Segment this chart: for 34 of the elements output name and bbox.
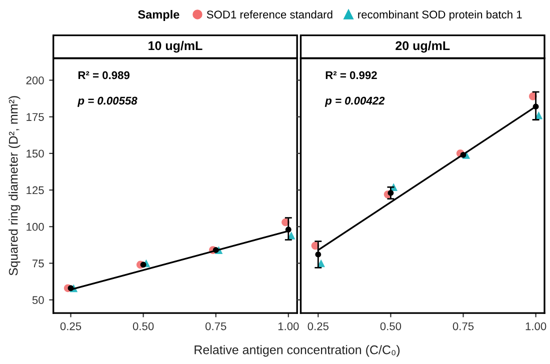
point (388, 190, 394, 196)
chart-title: 10 ug/mL (148, 40, 202, 53)
point (140, 262, 146, 268)
legend-title: Sample (138, 10, 180, 22)
legend-label: SOD1 reference standard (206, 10, 332, 18)
x-tick-label: 0.75 (452, 322, 474, 330)
y-tick-label: 100 (26, 222, 44, 231)
point (68, 285, 74, 292)
y-tick-label: 50 (32, 296, 44, 304)
x-axis-title: Relative antigen concentration (C/C₀) (194, 345, 400, 357)
annotation: p = 0.00422 (324, 96, 385, 107)
point (460, 152, 466, 158)
x-tick-label: 1.00 (526, 322, 546, 330)
y-tick-label: 75 (32, 260, 44, 268)
y-tick-label: 200 (26, 76, 44, 84)
legend-label: recombinant SOD protein batch 1 (358, 10, 522, 21)
x-tick-label: 0.50 (380, 322, 402, 330)
annotation: R² = 0.989 (78, 71, 130, 80)
x-tick-label: 0.25 (308, 322, 329, 330)
y-axis-title: Squared ring diameter (D², mm²) (8, 96, 20, 276)
point (285, 226, 292, 233)
x-tick-label: 0.25 (60, 322, 82, 330)
point (315, 252, 322, 258)
y-tick-label: 125 (26, 186, 44, 194)
chart-title: 20 ug/mL (396, 40, 450, 53)
point (532, 104, 539, 110)
annotation: p = 0.00558 (77, 96, 138, 107)
x-tick-label: 0.50 (132, 322, 154, 330)
x-tick-label: 1.00 (278, 322, 299, 330)
annotation: R² = 0.992 (326, 71, 377, 80)
x-tick-label: 0.75 (205, 322, 226, 330)
point (212, 247, 219, 254)
y-tick-label: 150 (26, 150, 44, 158)
y-tick-label: 175 (26, 113, 44, 121)
